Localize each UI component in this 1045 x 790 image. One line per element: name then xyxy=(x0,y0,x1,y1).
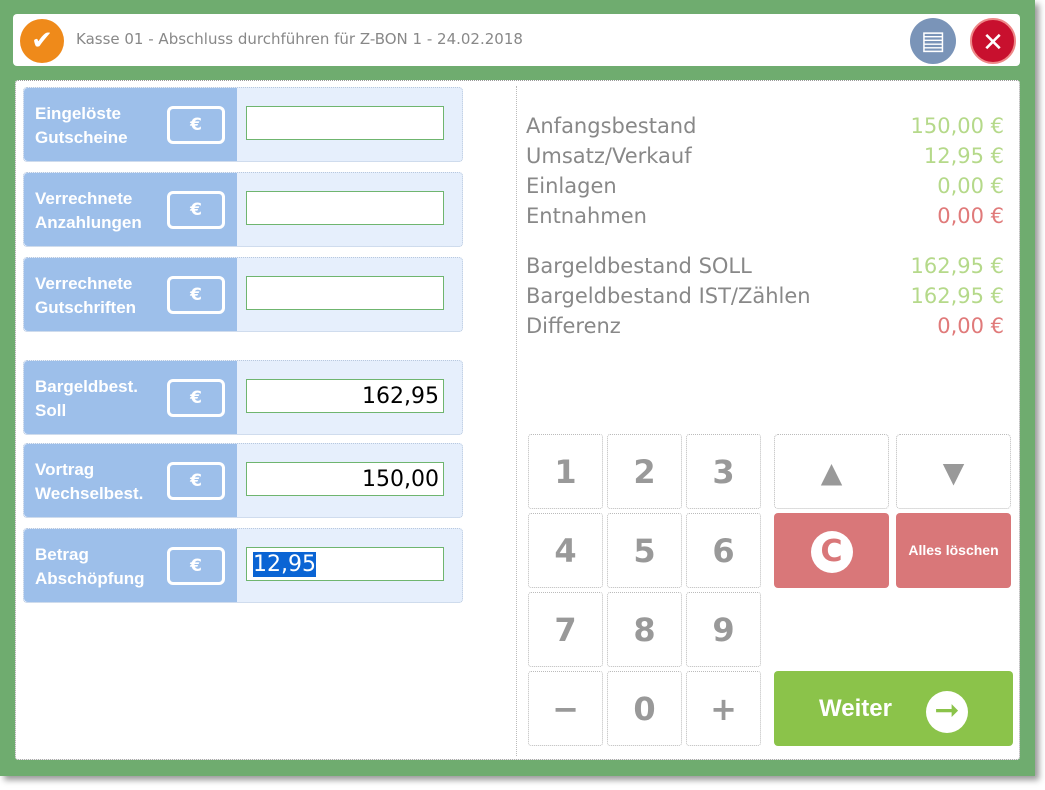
keypad-key[interactable]: 3 xyxy=(686,434,761,509)
field-row: Vortrag Wechselbest. € 150,00 xyxy=(23,443,463,518)
banknote-icon: € xyxy=(167,276,225,314)
summary-value: 162,95 € xyxy=(910,254,1004,278)
keypad-key[interactable]: − xyxy=(528,671,603,746)
summary-row: Einlagen 0,00 € xyxy=(526,174,1004,204)
field-input[interactable] xyxy=(246,276,444,310)
summary-label: Bargeldbestand IST/Zählen xyxy=(526,284,811,308)
keypad-key[interactable]: 4 xyxy=(528,513,603,588)
printer-icon: ▤ xyxy=(920,26,946,56)
field-row: Bargeldbest. Soll € 162,95 xyxy=(23,360,463,435)
field-input[interactable]: 12,95 xyxy=(246,547,444,581)
window-title: Kasse 01 - Abschluss durchführen für Z-B… xyxy=(76,30,523,48)
arrow-right-icon: ➞ xyxy=(925,690,968,733)
keypad-key[interactable]: 7 xyxy=(528,592,603,667)
field-label-box: Eingelöste Gutscheine € xyxy=(24,88,237,161)
summary-value: 12,95 € xyxy=(923,144,1004,168)
summary-value: 0,00 € xyxy=(937,204,1004,228)
keypad-key[interactable]: 6 xyxy=(686,513,761,588)
up-button[interactable]: ▲ xyxy=(774,434,889,509)
field-value: 12,95 xyxy=(253,552,316,577)
keypad-key[interactable]: 5 xyxy=(607,513,682,588)
summary-row: Umsatz/Verkauf 12,95 € xyxy=(526,144,1004,174)
field-input[interactable] xyxy=(246,106,444,140)
field-label: Verrechnete Anzahlungen xyxy=(35,189,142,232)
field-value: 150,00 xyxy=(362,467,439,492)
close-button[interactable]: ✕ xyxy=(970,18,1016,64)
arrow-up-icon: ▲ xyxy=(820,456,843,489)
banknote-icon: € xyxy=(167,379,225,417)
summary-value: 0,00 € xyxy=(937,314,1004,338)
summary-label: Bargeldbestand SOLL xyxy=(526,254,752,278)
field-label: Eingelöste Gutscheine xyxy=(35,104,128,147)
window: ✔ Kasse 01 - Abschluss durchführen für Z… xyxy=(0,0,1035,776)
app-logo-icon: ✔ xyxy=(20,19,64,63)
divider xyxy=(516,86,517,756)
keypad-key[interactable]: 9 xyxy=(686,592,761,667)
field-input[interactable]: 150,00 xyxy=(246,462,444,496)
clear-button[interactable]: C xyxy=(774,513,889,588)
field-label: Verrechnete Gutschriften xyxy=(35,274,137,317)
summary-row: Entnahmen 0,00 € xyxy=(526,204,1004,234)
banknote-icon: € xyxy=(167,191,225,229)
summary-label: Umsatz/Verkauf xyxy=(526,144,692,168)
summary-label: Entnahmen xyxy=(526,204,647,228)
field-label: Betrag Abschöpfung xyxy=(35,545,145,588)
summary-value: 162,95 € xyxy=(910,284,1004,308)
next-label: Weiter xyxy=(819,695,892,722)
next-button[interactable]: Weiter ➞ xyxy=(774,671,1013,746)
summary-row: Differenz 0,00 € xyxy=(526,314,1004,344)
field-value: 162,95 xyxy=(362,384,439,409)
field-label-box: Verrechnete Anzahlungen € xyxy=(24,173,237,246)
keypad-key[interactable]: + xyxy=(686,671,761,746)
main-panel: Eingelöste Gutscheine € Verrechnete Anzah… xyxy=(15,80,1020,760)
field-label: Vortrag Wechselbest. xyxy=(35,460,144,503)
clear-all-button[interactable]: Alles löschen xyxy=(896,513,1011,588)
summary-row: Anfangsbestand 150,00 € xyxy=(526,114,1004,144)
arrow-down-icon: ▼ xyxy=(942,456,965,489)
field-row: Verrechnete Gutschriften € xyxy=(23,257,463,332)
summary-label: Einlagen xyxy=(526,174,617,198)
close-icon: ✕ xyxy=(982,28,1004,58)
banknote-icon: € xyxy=(167,547,225,585)
field-label-box: Betrag Abschöpfung € xyxy=(24,529,237,602)
field-row: Betrag Abschöpfung € 12,95 xyxy=(23,528,463,603)
printer-button[interactable]: ▤ xyxy=(910,18,956,64)
summary-label: Anfangsbestand xyxy=(526,114,697,138)
banknote-icon: € xyxy=(167,106,225,144)
down-button[interactable]: ▼ xyxy=(896,434,1011,509)
field-label-box: Bargeldbest. Soll € xyxy=(24,361,237,434)
summary-value: 150,00 € xyxy=(910,114,1004,138)
keypad-key[interactable]: 0 xyxy=(607,671,682,746)
field-row: Verrechnete Anzahlungen € xyxy=(23,172,463,247)
banknote-icon: € xyxy=(167,462,225,500)
summary-row: Bargeldbestand SOLL 162,95 € xyxy=(526,254,1004,284)
keypad-key[interactable]: 2 xyxy=(607,434,682,509)
field-label-box: Verrechnete Gutschriften € xyxy=(24,258,237,331)
title-bar: ✔ Kasse 01 - Abschluss durchführen für Z… xyxy=(13,14,1020,66)
field-label: Bargeldbest. Soll xyxy=(35,377,138,420)
field-input[interactable] xyxy=(246,191,444,225)
field-input[interactable]: 162,95 xyxy=(246,379,444,413)
field-row: Eingelöste Gutscheine € xyxy=(23,87,463,162)
field-label-box: Vortrag Wechselbest. € xyxy=(24,444,237,517)
summary-label: Differenz xyxy=(526,314,621,338)
summary-value: 0,00 € xyxy=(937,174,1004,198)
keypad-key[interactable]: 8 xyxy=(607,592,682,667)
keypad-key[interactable]: 1 xyxy=(528,434,603,509)
clear-icon: C xyxy=(810,530,853,573)
summary-row: Bargeldbestand IST/Zählen 162,95 € xyxy=(526,284,1004,314)
